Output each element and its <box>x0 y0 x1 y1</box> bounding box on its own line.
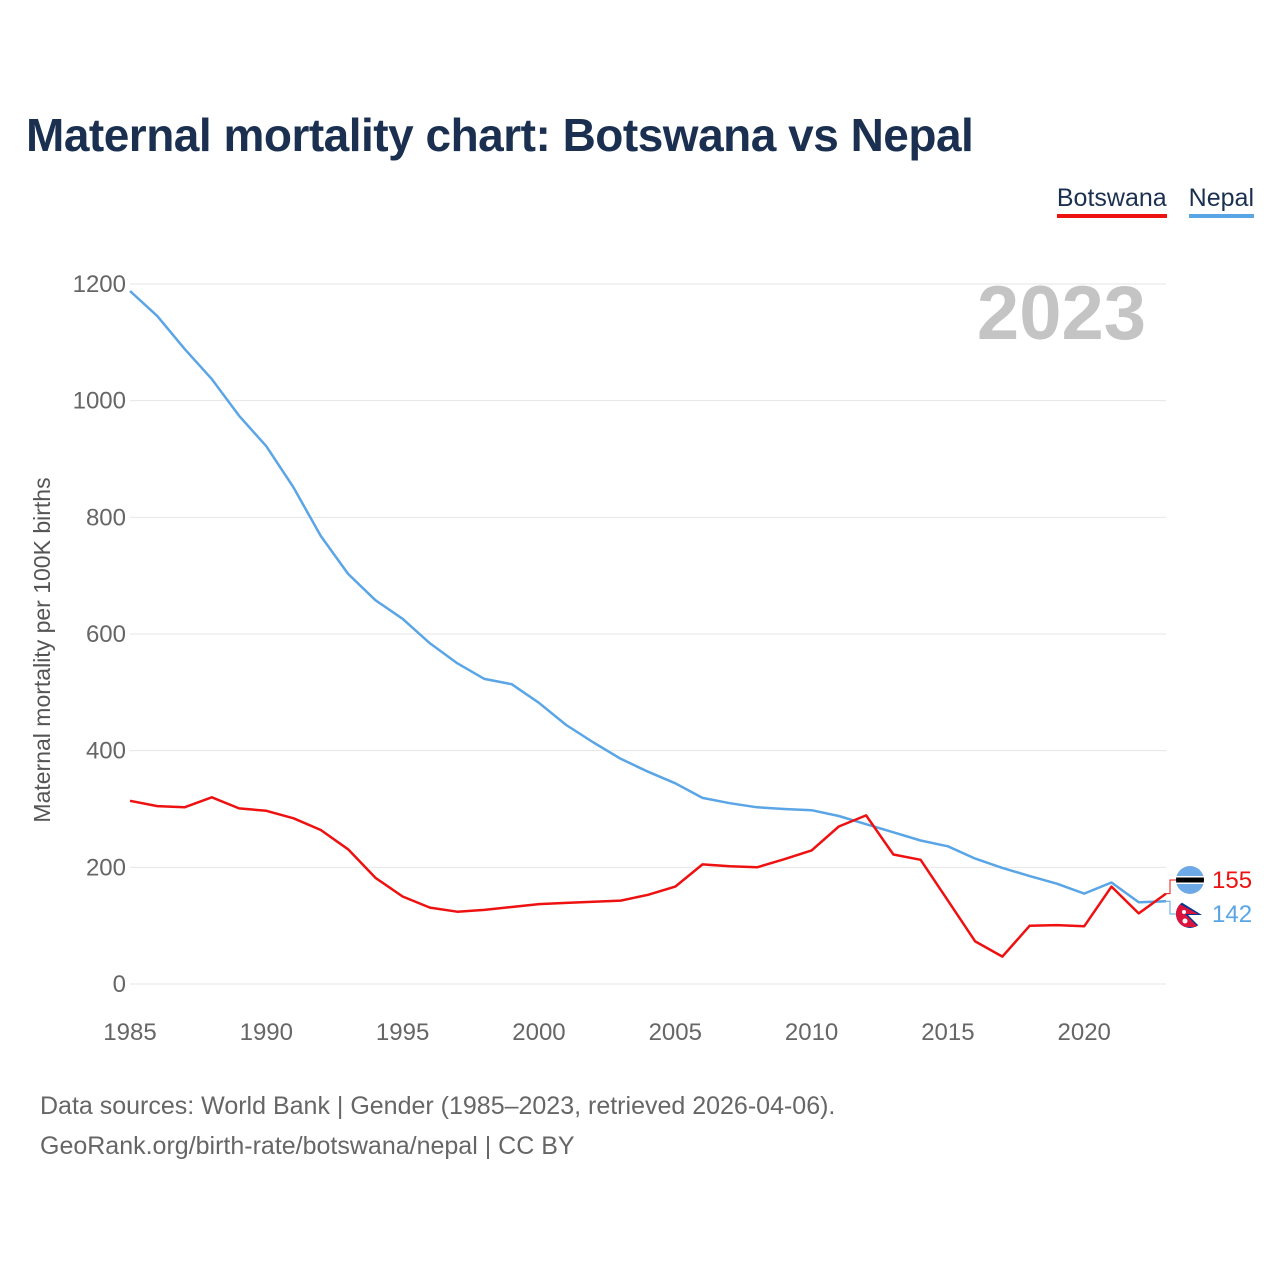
y-tick-label: 600 <box>86 621 126 648</box>
flag-icon-nepal <box>1176 900 1204 928</box>
flag-icon-botswana <box>1176 866 1204 894</box>
end-value-label-botswana: 155 <box>1212 867 1252 894</box>
footer: Data sources: World Bank | Gender (1985–… <box>40 1086 835 1166</box>
x-tick-label: 2015 <box>921 1019 974 1046</box>
x-axis-ticks: 1985 1990 1995 2000 2005 2010 2015 2020 <box>103 1019 1111 1046</box>
legend: Botswana Nepal <box>1056 184 1254 218</box>
end-connector <box>1166 900 1176 915</box>
footer-link[interactable]: GeoRank.org/birth-rate/botswana/nepal | … <box>40 1132 575 1160</box>
y-tick-label: 400 <box>86 738 126 765</box>
y-tick-label: 0 <box>113 971 126 998</box>
x-tick-label: 1990 <box>240 1019 293 1046</box>
series-line-botswana[interactable] <box>129 796 1167 958</box>
y-tick-label: 1200 <box>73 271 126 298</box>
grid-lines <box>130 283 1166 985</box>
y-axis-label: Maternal mortality per 100K births <box>29 477 55 822</box>
year-watermark: 2023 <box>976 271 1146 356</box>
series-lines <box>129 290 1167 958</box>
x-tick-label: 2005 <box>649 1019 702 1046</box>
series-line-nepal[interactable] <box>129 290 1167 904</box>
y-tick-label: 200 <box>86 854 126 881</box>
x-tick-label: 2010 <box>785 1019 838 1046</box>
x-tick-label: 1995 <box>376 1019 429 1046</box>
legend-item-nepal[interactable]: Nepal <box>1188 184 1254 218</box>
y-tick-label: 800 <box>86 504 126 531</box>
chart-title: Maternal mortality chart: Botswana vs Ne… <box>26 109 974 161</box>
legend-item-botswana[interactable]: Botswana <box>1056 184 1167 218</box>
end-value-label-nepal: 142 <box>1212 901 1252 928</box>
y-axis-ticks: 0 200 400 600 800 1000 1200 <box>73 271 126 998</box>
footer-sources: Data sources: World Bank | Gender (1985–… <box>40 1092 836 1120</box>
end-connector <box>1166 879 1176 895</box>
x-tick-label: 1985 <box>103 1019 156 1046</box>
y-tick-label: 1000 <box>73 388 126 415</box>
x-tick-label: 2020 <box>1058 1019 1111 1046</box>
x-tick-label: 2000 <box>512 1019 565 1046</box>
